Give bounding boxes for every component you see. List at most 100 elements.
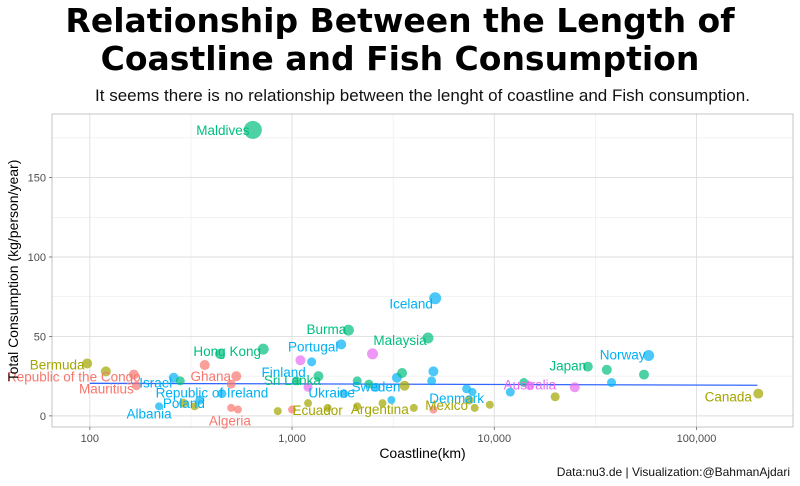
data-point bbox=[601, 364, 612, 375]
point-label: Malaysia bbox=[373, 333, 427, 348]
data-point bbox=[257, 343, 269, 355]
data-point bbox=[291, 376, 301, 386]
point-label: Mexico bbox=[425, 398, 468, 413]
data-point bbox=[422, 332, 434, 344]
chart-title-line1: Relationship Between the Length of bbox=[65, 1, 735, 40]
data-point bbox=[470, 403, 479, 412]
point-label: Finland bbox=[262, 365, 306, 380]
point-label: Iceland bbox=[389, 296, 433, 311]
point-label: Hong Kong bbox=[193, 344, 261, 359]
data-point bbox=[643, 350, 655, 362]
data-point bbox=[352, 376, 362, 386]
data-points bbox=[82, 120, 764, 416]
data-point bbox=[128, 369, 139, 380]
data-point bbox=[226, 379, 236, 389]
data-point bbox=[304, 399, 313, 408]
data-point bbox=[367, 348, 379, 360]
point-labels: Maldives Iceland Burma Portugal Malaysia Hong… bbox=[7, 123, 752, 429]
data-point bbox=[199, 360, 210, 371]
data-point bbox=[243, 120, 262, 139]
x-tick-label: 100,000 bbox=[677, 433, 717, 445]
data-point bbox=[313, 371, 324, 382]
data-point bbox=[342, 324, 354, 336]
data-point bbox=[231, 371, 242, 382]
y-tick-label: 50 bbox=[34, 331, 46, 343]
y-tick-label: 0 bbox=[40, 411, 46, 423]
data-point bbox=[569, 382, 580, 393]
point-label: Republic of Ireland bbox=[156, 386, 269, 401]
chart-title-line2: Coastline and Fish Consumption bbox=[100, 39, 700, 78]
y-axis-title: Total Consumption (kg/person/year) bbox=[5, 160, 21, 382]
data-point bbox=[387, 395, 396, 404]
data-point bbox=[303, 382, 313, 392]
data-point bbox=[100, 366, 111, 377]
data-point bbox=[190, 402, 199, 411]
x-tick-label: 100 bbox=[81, 433, 99, 445]
point-label: Mauritius bbox=[79, 382, 134, 397]
point-label: Japan bbox=[549, 359, 586, 374]
point-label: Norway bbox=[600, 348, 646, 363]
point-label: Denmark bbox=[429, 391, 484, 406]
data-point bbox=[336, 339, 347, 350]
data-point bbox=[485, 400, 494, 409]
data-point bbox=[227, 403, 236, 412]
data-point bbox=[397, 367, 408, 378]
data-point bbox=[82, 358, 93, 369]
data-point bbox=[214, 348, 225, 359]
data-point bbox=[525, 381, 535, 391]
axis-ticks: 100 1,000 10,000 100,000 0 50 100 150 bbox=[28, 173, 717, 445]
data-point bbox=[364, 379, 374, 389]
chart-subtitle: It seems there is no relationship betwee… bbox=[95, 86, 750, 105]
point-label: Israel bbox=[139, 376, 172, 391]
y-tick-label: 100 bbox=[28, 252, 46, 264]
data-point bbox=[399, 380, 410, 391]
chart-caption: Data:nu3.de | Visualization:@BahmanAjdar… bbox=[556, 465, 790, 479]
plot-border bbox=[51, 113, 794, 428]
data-point bbox=[178, 398, 188, 408]
point-label: Argentina bbox=[351, 402, 409, 417]
point-label: Canada bbox=[705, 390, 753, 405]
point-label: Sweden bbox=[352, 379, 401, 394]
x-tick-label: 10,000 bbox=[477, 433, 511, 445]
data-point bbox=[217, 389, 227, 399]
data-point bbox=[505, 387, 515, 397]
data-point bbox=[582, 361, 593, 372]
chart-title: Relationship Between the Length of Coast… bbox=[0, 2, 800, 78]
data-point bbox=[428, 366, 439, 377]
data-point bbox=[427, 376, 437, 386]
data-point bbox=[378, 399, 387, 408]
point-label: Ghana bbox=[190, 369, 231, 384]
x-axis-title: Coastline(km) bbox=[379, 445, 465, 461]
point-label: Ecuador bbox=[293, 403, 344, 418]
data-point bbox=[607, 378, 617, 388]
point-label: Maldives bbox=[196, 123, 250, 138]
point-label: Algeria bbox=[209, 414, 252, 429]
point-label: Ukraine bbox=[308, 386, 355, 401]
data-point bbox=[295, 355, 306, 366]
data-point bbox=[273, 407, 282, 416]
point-label: Burma bbox=[307, 322, 347, 337]
data-point bbox=[233, 405, 242, 414]
data-point bbox=[429, 405, 438, 414]
data-point bbox=[753, 388, 764, 399]
data-point bbox=[550, 392, 560, 402]
point-label: Portugal bbox=[288, 339, 338, 354]
point-label: Albania bbox=[127, 406, 173, 421]
data-point bbox=[307, 357, 317, 367]
data-point bbox=[464, 395, 474, 405]
data-point bbox=[155, 402, 164, 411]
point-label: Australia bbox=[504, 378, 557, 393]
data-point bbox=[429, 292, 442, 305]
point-label: Bermuda bbox=[30, 357, 85, 372]
point-label: Poland bbox=[163, 396, 205, 411]
data-point bbox=[323, 403, 332, 412]
data-point bbox=[371, 382, 381, 392]
data-point bbox=[468, 388, 477, 397]
point-label: Republic of the Congo bbox=[7, 370, 141, 385]
trend-line bbox=[89, 382, 758, 386]
x-tick-label: 1,000 bbox=[278, 433, 306, 445]
data-point bbox=[409, 403, 418, 412]
data-point bbox=[339, 389, 349, 399]
data-point bbox=[639, 369, 650, 380]
